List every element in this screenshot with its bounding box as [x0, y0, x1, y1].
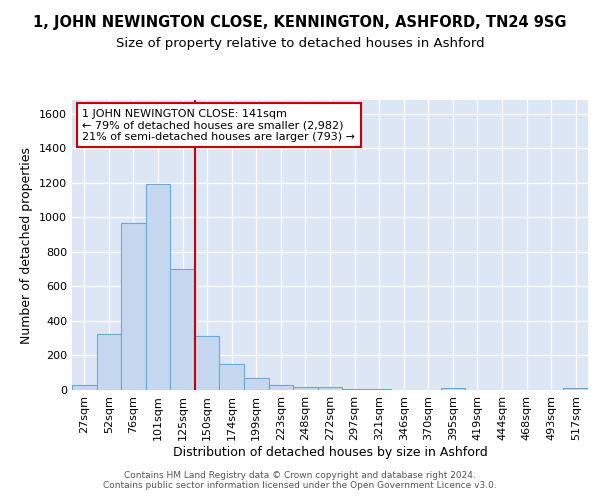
Y-axis label: Number of detached properties: Number of detached properties: [20, 146, 34, 344]
Bar: [220, 364, 244, 390]
Text: Contains HM Land Registry data © Crown copyright and database right 2024.
Contai: Contains HM Land Registry data © Crown c…: [103, 470, 497, 490]
Bar: [440, 388, 465, 390]
Bar: [170, 269, 195, 390]
Bar: [293, 386, 318, 390]
Bar: [121, 224, 146, 390]
Text: 1, JOHN NEWINGTON CLOSE, KENNINGTON, ASHFORD, TN24 9SG: 1, JOHN NEWINGTON CLOSE, KENNINGTON, ASH…: [33, 15, 567, 30]
Bar: [318, 388, 342, 390]
X-axis label: Distribution of detached houses by size in Ashford: Distribution of detached houses by size …: [173, 446, 487, 458]
Text: 1 JOHN NEWINGTON CLOSE: 141sqm
← 79% of detached houses are smaller (2,982)
21% : 1 JOHN NEWINGTON CLOSE: 141sqm ← 79% of …: [82, 108, 355, 142]
Bar: [195, 336, 220, 390]
Bar: [97, 334, 121, 390]
Text: Size of property relative to detached houses in Ashford: Size of property relative to detached ho…: [116, 38, 484, 51]
Bar: [563, 388, 588, 390]
Bar: [342, 389, 367, 390]
Bar: [244, 378, 269, 390]
Bar: [367, 389, 391, 390]
Bar: [72, 385, 97, 390]
Bar: [269, 385, 293, 390]
Bar: [146, 184, 170, 390]
